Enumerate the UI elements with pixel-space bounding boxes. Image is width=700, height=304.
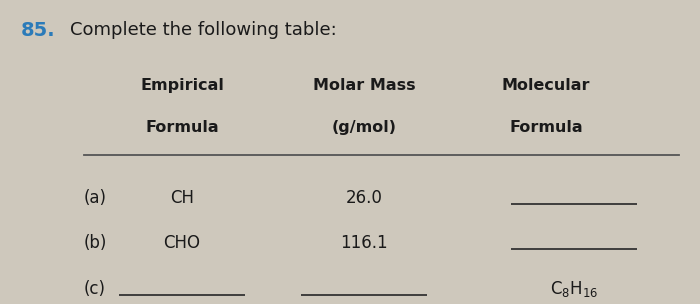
Text: CHO: CHO (164, 234, 200, 252)
Text: 116.1: 116.1 (340, 234, 388, 252)
Text: (b): (b) (84, 234, 107, 252)
Text: CH: CH (170, 188, 194, 207)
Text: Empirical: Empirical (140, 78, 224, 93)
Text: (a): (a) (84, 188, 107, 207)
Text: 26.0: 26.0 (346, 188, 382, 207)
Text: Formula: Formula (145, 120, 219, 135)
Text: 85.: 85. (21, 21, 55, 40)
Text: (c): (c) (84, 280, 106, 298)
Text: (g/mol): (g/mol) (332, 120, 396, 135)
Text: Complete the following table:: Complete the following table: (70, 21, 337, 39)
Text: Formula: Formula (509, 120, 583, 135)
Text: $\mathregular{C_8H_{16}}$: $\mathregular{C_8H_{16}}$ (550, 279, 598, 299)
Text: Molecular: Molecular (502, 78, 590, 93)
Text: Molar Mass: Molar Mass (313, 78, 415, 93)
